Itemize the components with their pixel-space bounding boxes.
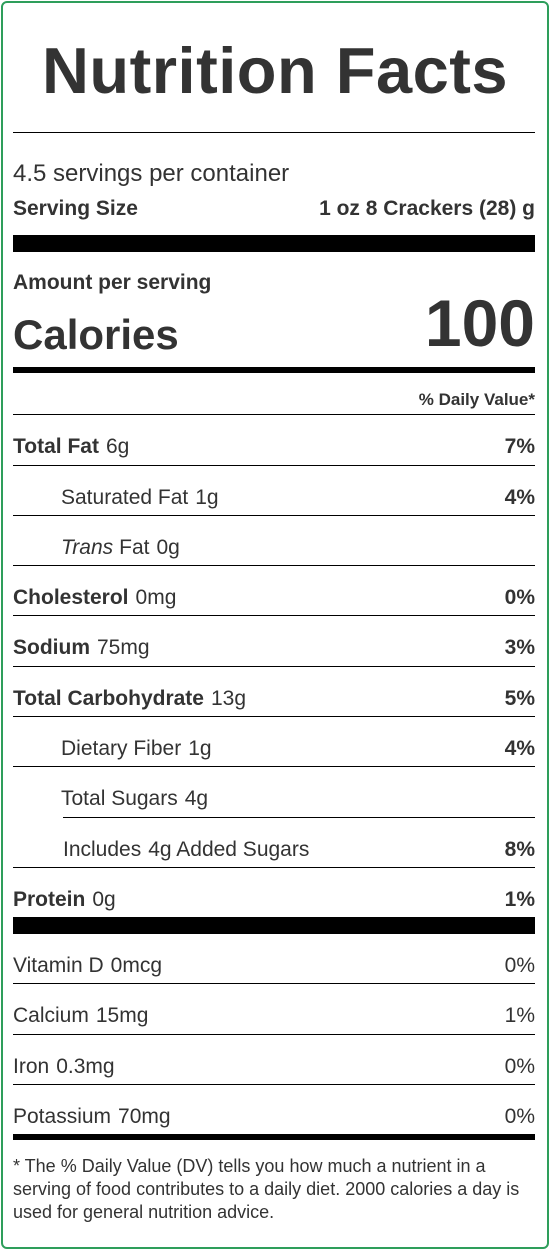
vitamin-dv: 1% — [504, 1003, 535, 1027]
amount-per-serving: Amount per serving — [13, 271, 212, 294]
nutrient-amount: 4g Added Sugars — [148, 837, 310, 861]
divider — [13, 414, 535, 415]
nutrient-amount: 0g — [156, 535, 180, 559]
nutrient-name: Cholesterol — [13, 585, 129, 609]
nutrient-row-sodium: Sodium 75mg 3% — [13, 623, 535, 672]
serving-size-row: Serving Size 1 oz 8 Crackers (28) g — [13, 195, 535, 223]
nutrient-dv: 4% — [504, 485, 535, 509]
divider — [13, 766, 535, 767]
nutrient-amount: 13g — [210, 686, 247, 710]
divider — [13, 1034, 535, 1035]
nutrient-row-cholesterol: Cholesterol 0mg 0% — [13, 573, 535, 622]
divider-heavy — [13, 235, 535, 252]
divider-thick — [13, 367, 535, 373]
divider — [13, 132, 535, 133]
nutrient-dv: 5% — [504, 686, 535, 710]
nutrient-dv: 1% — [504, 887, 535, 911]
vitamin-amount: 0.3mg — [56, 1054, 115, 1078]
calories-label: Calories — [13, 311, 179, 358]
vitamin-name: Potassium — [13, 1104, 112, 1128]
nutrient-name: Fat — [119, 535, 150, 559]
calories-value: 100 — [424, 286, 535, 360]
divider — [13, 666, 535, 667]
nutrient-dv: 4% — [504, 736, 535, 760]
nutrient-name-italic: Trans — [61, 535, 114, 559]
divider — [13, 565, 535, 566]
nutrient-row-added-sugars: Includes 4g Added Sugars 8% — [13, 825, 535, 874]
divider — [13, 983, 535, 984]
vitamin-amount: 0mcg — [110, 953, 163, 977]
divider — [13, 465, 535, 466]
nutrient-amount: 0g — [92, 887, 116, 911]
nutrient-amount: 0mg — [135, 585, 177, 609]
divider — [13, 615, 535, 616]
divider — [13, 515, 535, 516]
vitamin-dv: 0% — [504, 953, 535, 977]
nutrient-amount: 75mg — [97, 635, 150, 659]
nutrient-dv: 3% — [504, 635, 535, 659]
daily-value-footnote: * The % Daily Value (DV) tells you how m… — [13, 1156, 520, 1222]
divider — [13, 867, 535, 868]
nutrient-name: Sodium — [13, 635, 90, 659]
vitamin-dv: 0% — [504, 1054, 535, 1078]
nutrient-row-protein: Protein 0g 1% — [13, 875, 535, 924]
nutrient-dv: 7% — [504, 434, 535, 458]
vitamin-name: Iron — [13, 1054, 50, 1078]
vitamin-amount: 70mg — [118, 1104, 171, 1128]
vitamin-row-vitamin-d: Vitamin D 0mcg 0% — [13, 941, 535, 990]
vitamin-row-potassium: Potassium 70mg 0% — [13, 1092, 535, 1141]
nutrient-row-dietary-fiber: Dietary Fiber 1g 4% — [13, 724, 535, 773]
nutrient-row-saturated-fat: Saturated Fat 1g 4% — [13, 473, 535, 522]
vitamin-dv: 0% — [504, 1104, 535, 1128]
nutrient-name: Dietary Fiber — [61, 736, 182, 760]
nutrient-row-total-sugars: Total Sugars 4g — [13, 774, 535, 823]
vitamin-amount: 15mg — [95, 1003, 149, 1027]
nutrient-row-total-carbohydrate: Total Carbohydrate 13g 5% — [13, 674, 535, 723]
nutrient-row-trans-fat: Trans Fat 0g — [13, 523, 535, 572]
daily-value-header: % Daily Value* — [418, 390, 535, 409]
nutrient-name: Includes — [63, 837, 142, 861]
nutrient-name: Saturated Fat — [61, 485, 189, 509]
nutrient-name: Total Carbohydrate — [13, 686, 204, 710]
vitamin-row-iron: Iron 0.3mg 0% — [13, 1042, 535, 1091]
nutrient-name: Protein — [13, 887, 86, 911]
vitamin-row-calcium: Calcium 15mg 1% — [13, 991, 535, 1040]
nutrient-amount: 1g — [195, 485, 219, 509]
divider — [13, 716, 535, 717]
divider-indented — [63, 817, 535, 818]
nutrient-dv: 0% — [504, 585, 535, 609]
vitamin-name: Vitamin D — [13, 953, 104, 977]
nutrient-amount: 1g — [188, 736, 212, 760]
serving-size-value: 1 oz 8 Crackers (28) g — [319, 197, 535, 220]
divider — [13, 1084, 535, 1085]
divider-heavy — [13, 917, 535, 934]
nutrient-amount: 4g — [184, 786, 209, 810]
serving-size-label: Serving Size — [13, 197, 138, 220]
nutrient-row-total-fat: Total Fat 6g 7% — [13, 422, 535, 471]
vitamin-name: Calcium — [13, 1003, 89, 1027]
nutrient-name: Total Fat — [13, 434, 99, 458]
divider-thick — [13, 1134, 535, 1140]
label-title: Nutrition Facts — [41, 34, 509, 107]
servings-per-container: 4.5 servings per container — [13, 160, 290, 187]
nutrient-name: Total Sugars — [61, 786, 178, 810]
nutrient-dv: 8% — [504, 837, 535, 861]
nutrient-amount: 6g — [105, 434, 130, 458]
